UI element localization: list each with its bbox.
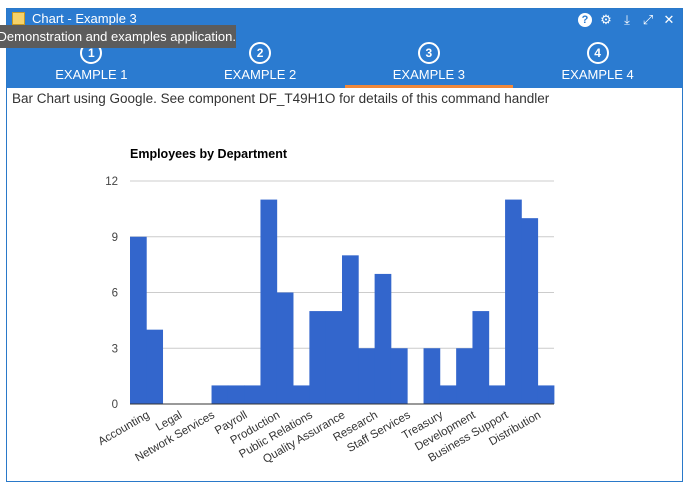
tab-example-3[interactable]: 3 EXAMPLE 3	[344, 30, 514, 88]
tab-example-2[interactable]: 2 EXAMPLE 2	[176, 30, 345, 88]
tab-label-1: EXAMPLE 1	[55, 67, 128, 82]
bar	[521, 218, 539, 404]
tab-label-3: EXAMPLE 3	[392, 67, 465, 82]
bar	[130, 236, 147, 404]
bar	[439, 385, 457, 404]
bar	[325, 311, 343, 404]
bar	[146, 329, 164, 404]
help-icon[interactable]: ?	[578, 12, 592, 27]
tab-label-4: EXAMPLE 4	[561, 67, 634, 82]
y-tick-label: 6	[112, 288, 118, 300]
y-tick-label: 3	[112, 343, 118, 355]
gear-icon[interactable]: ⚙	[600, 11, 612, 27]
bar	[244, 385, 261, 404]
window-title: Chart - Example 3	[32, 11, 137, 26]
bar	[423, 348, 441, 404]
bar	[456, 348, 473, 404]
bar	[472, 311, 490, 404]
bar	[309, 311, 327, 404]
chart-description: Bar Chart using Google. See component DF…	[12, 91, 550, 106]
tab-example-1[interactable]: 1 EXAMPLE 1	[7, 30, 176, 88]
close-icon[interactable]: ✕	[663, 11, 675, 27]
bar	[358, 348, 376, 404]
bar	[537, 385, 555, 404]
bar	[505, 199, 522, 404]
bar	[488, 385, 506, 404]
example-tabs: 1 EXAMPLE 1 2 EXAMPLE 2 3 EXAMPLE 3 4 EX…	[7, 30, 682, 88]
tab-label-2: EXAMPLE 2	[223, 67, 297, 82]
tab-number-3: 3	[417, 42, 440, 64]
tab-number-4: 4	[586, 42, 609, 64]
chart-title: Employees by Department	[130, 147, 288, 161]
tab-example-4[interactable]: 4 EXAMPLE 4	[513, 30, 682, 88]
bar	[390, 348, 408, 404]
bar	[276, 292, 294, 404]
y-tick-label: 12	[105, 176, 118, 188]
app-icon	[12, 12, 25, 25]
bar	[211, 385, 229, 404]
tab-number-2: 2	[249, 42, 272, 64]
title-bar[interactable]: Chart - Example 3 ? ⚙ ⤓ ⤢ ✕	[7, 9, 682, 30]
active-tab-indicator	[344, 85, 514, 88]
x-tick-label: Accounting	[96, 409, 151, 448]
tooltip: Demonstration and examples application.	[0, 25, 236, 48]
bar	[260, 199, 278, 404]
y-tick-label: 9	[112, 232, 118, 244]
bar	[293, 385, 310, 404]
bar	[342, 255, 359, 404]
y-tick-label: 0	[112, 399, 118, 411]
bar	[227, 385, 245, 404]
window-controls: ? ⚙ ⤓ ⤢ ✕	[578, 11, 676, 28]
collapse-icon[interactable]: ⤓	[624, 11, 630, 27]
expand-icon[interactable]: ⤢	[642, 11, 654, 27]
tooltip-text: Demonstration and examples application.	[0, 29, 236, 44]
bar	[374, 273, 392, 404]
